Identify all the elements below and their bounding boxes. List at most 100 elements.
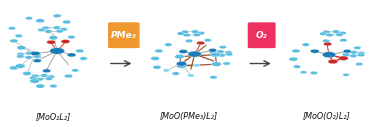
Ellipse shape xyxy=(46,40,56,44)
Ellipse shape xyxy=(289,57,298,61)
Text: [MoO(PMe₃)L₂]: [MoO(PMe₃)L₂] xyxy=(160,112,218,121)
Ellipse shape xyxy=(340,39,347,42)
Ellipse shape xyxy=(25,17,33,20)
Ellipse shape xyxy=(357,53,365,57)
Ellipse shape xyxy=(339,56,348,60)
Ellipse shape xyxy=(336,33,343,36)
Ellipse shape xyxy=(193,33,201,37)
Ellipse shape xyxy=(17,52,24,56)
Ellipse shape xyxy=(15,64,25,68)
Ellipse shape xyxy=(29,76,37,80)
Ellipse shape xyxy=(163,69,170,72)
Ellipse shape xyxy=(53,14,61,18)
Ellipse shape xyxy=(49,36,58,40)
Ellipse shape xyxy=(343,73,349,76)
Ellipse shape xyxy=(15,34,23,38)
Ellipse shape xyxy=(36,77,44,81)
Ellipse shape xyxy=(350,54,357,58)
Ellipse shape xyxy=(212,62,222,66)
Ellipse shape xyxy=(8,27,16,30)
Ellipse shape xyxy=(332,30,340,33)
Ellipse shape xyxy=(150,57,160,60)
Ellipse shape xyxy=(23,72,32,76)
Ellipse shape xyxy=(30,79,39,83)
Ellipse shape xyxy=(172,72,180,75)
Ellipse shape xyxy=(76,49,84,53)
Ellipse shape xyxy=(210,53,217,56)
Text: O₂: O₂ xyxy=(256,31,268,40)
Ellipse shape xyxy=(218,53,225,57)
Ellipse shape xyxy=(292,49,300,53)
Ellipse shape xyxy=(302,43,310,46)
Ellipse shape xyxy=(47,75,55,78)
Ellipse shape xyxy=(219,46,227,49)
Ellipse shape xyxy=(223,62,231,65)
Ellipse shape xyxy=(179,50,188,54)
Text: PMe₃: PMe₃ xyxy=(111,31,137,40)
Ellipse shape xyxy=(355,62,363,66)
Ellipse shape xyxy=(183,33,191,37)
Ellipse shape xyxy=(17,55,24,58)
Ellipse shape xyxy=(25,56,33,59)
Ellipse shape xyxy=(322,30,330,34)
Ellipse shape xyxy=(319,32,327,35)
Ellipse shape xyxy=(322,52,336,58)
Ellipse shape xyxy=(358,51,365,55)
Text: [MoO(O₂)L₂]: [MoO(O₂)L₂] xyxy=(302,112,350,121)
Ellipse shape xyxy=(62,20,71,24)
Ellipse shape xyxy=(42,69,51,73)
Ellipse shape xyxy=(211,52,220,57)
Ellipse shape xyxy=(193,64,200,67)
Ellipse shape xyxy=(187,74,194,77)
Ellipse shape xyxy=(36,84,45,88)
Ellipse shape xyxy=(153,65,161,69)
Ellipse shape xyxy=(353,46,361,49)
Ellipse shape xyxy=(38,28,45,32)
Ellipse shape xyxy=(181,30,189,34)
Ellipse shape xyxy=(300,71,307,74)
Ellipse shape xyxy=(80,57,87,60)
Ellipse shape xyxy=(217,50,224,53)
Ellipse shape xyxy=(225,51,232,54)
Ellipse shape xyxy=(342,53,350,57)
Ellipse shape xyxy=(45,30,52,33)
Ellipse shape xyxy=(176,61,187,66)
Ellipse shape xyxy=(56,29,64,33)
Ellipse shape xyxy=(9,66,19,70)
Ellipse shape xyxy=(33,59,41,63)
Ellipse shape xyxy=(322,39,330,43)
Ellipse shape xyxy=(342,51,350,55)
Ellipse shape xyxy=(68,35,75,39)
Ellipse shape xyxy=(210,76,217,79)
Ellipse shape xyxy=(310,49,319,53)
Ellipse shape xyxy=(40,74,48,77)
Ellipse shape xyxy=(177,32,184,35)
Ellipse shape xyxy=(209,51,217,54)
Ellipse shape xyxy=(34,55,41,58)
Ellipse shape xyxy=(17,46,26,50)
Ellipse shape xyxy=(64,74,73,78)
Ellipse shape xyxy=(350,51,358,54)
Ellipse shape xyxy=(155,49,163,53)
Ellipse shape xyxy=(67,53,76,57)
Ellipse shape xyxy=(34,53,41,56)
Ellipse shape xyxy=(209,48,217,52)
Ellipse shape xyxy=(326,33,333,37)
Ellipse shape xyxy=(25,51,33,55)
Ellipse shape xyxy=(50,84,57,88)
Ellipse shape xyxy=(53,26,60,29)
Ellipse shape xyxy=(42,26,50,30)
Ellipse shape xyxy=(197,41,205,45)
Ellipse shape xyxy=(175,54,184,59)
Ellipse shape xyxy=(343,49,351,53)
Ellipse shape xyxy=(31,74,39,78)
Ellipse shape xyxy=(225,52,233,56)
Ellipse shape xyxy=(10,39,18,43)
Ellipse shape xyxy=(177,64,186,68)
Ellipse shape xyxy=(197,31,205,35)
Ellipse shape xyxy=(185,39,193,43)
Ellipse shape xyxy=(45,77,53,80)
Text: [MoO₂L₂]: [MoO₂L₂] xyxy=(36,112,71,121)
Ellipse shape xyxy=(328,59,338,64)
Ellipse shape xyxy=(61,39,70,44)
